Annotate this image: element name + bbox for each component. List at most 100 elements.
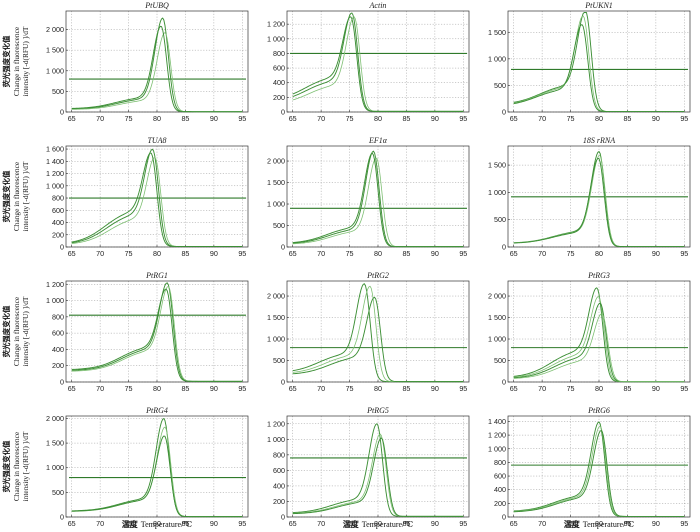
x-axis-label-en: Temperature/℃	[141, 520, 193, 529]
melt-curve	[292, 152, 464, 248]
y-tick-label: 1 500	[488, 28, 506, 37]
y-axis-label-line: 荧光强度变化值	[2, 440, 11, 492]
melt-curve	[71, 152, 243, 247]
melt-curve	[513, 15, 685, 112]
x-tick-label: 65	[68, 384, 76, 393]
chart-panel: 65 70 75 80 85 90 95 0 500 1 000 1 500 2 000 PtRG3	[488, 271, 691, 393]
melt-curve	[513, 157, 685, 248]
x-tick-label: 70	[538, 519, 546, 528]
y-tick-label: 1 500	[488, 313, 506, 322]
y-tick-label: 500	[494, 81, 506, 90]
y-tick-label: 500	[273, 221, 285, 230]
y-tick-label: 0	[502, 108, 506, 117]
x-tick-label: 80	[595, 384, 603, 393]
panel-title: PtRG3	[587, 271, 610, 280]
y-tick-label: 800	[494, 458, 506, 467]
y-tick-label: 1 000	[267, 34, 285, 43]
x-axis-label: 温度 Temperature/℃	[343, 519, 414, 529]
y-tick-label: 200	[273, 497, 285, 506]
y-tick-label: 800	[273, 49, 285, 58]
panel-title: 18S rRNA	[583, 136, 615, 145]
chart-panel: 65 70 75 80 85 90 95 0 200 400 600 800 1 000 1 200 Act…	[267, 1, 470, 123]
y-axis-label: 荧光强度变化值 Change in fluorescence intensity […	[2, 431, 30, 501]
y-axis-label: 荧光强度变化值 Change in fluorescence intensity […	[2, 26, 30, 96]
y-tick-label: 1 400	[46, 157, 64, 166]
y-tick-label: 1 000	[267, 335, 285, 344]
y-tick-label: 1 000	[488, 188, 506, 197]
y-tick-label: 1 000	[46, 463, 64, 472]
x-tick-label: 90	[652, 249, 660, 258]
y-tick-label: 2 000	[46, 414, 64, 423]
y-tick-label: 1 600	[46, 145, 64, 154]
x-tick-label: 70	[317, 384, 325, 393]
y-axis-label-line: Change in fluorescence	[12, 161, 21, 231]
panel-title: PtRG1	[145, 271, 168, 280]
y-axis-label-line: 荧光强度变化值	[2, 305, 11, 357]
x-tick-label: 90	[431, 249, 439, 258]
x-tick-label: 65	[510, 519, 518, 528]
y-tick-label: 0	[281, 378, 285, 387]
x-tick-label: 65	[68, 519, 76, 528]
y-tick-label: 600	[52, 329, 64, 338]
x-tick-label: 70	[96, 384, 104, 393]
y-tick-label: 1 000	[46, 66, 64, 75]
x-tick-label: 80	[374, 519, 382, 528]
y-tick-label: 600	[273, 64, 285, 73]
y-tick-label: 600	[494, 472, 506, 481]
y-tick-label: 0	[281, 513, 285, 522]
y-tick-label: 2 000	[267, 157, 285, 166]
y-axis-label-line: intensity [-d(RFU) ]/dT	[21, 161, 30, 231]
x-tick-label: 65	[68, 249, 76, 258]
chart-panel: 65 70 75 80 85 90 95 0 500 1 000 1 500 18S rRNA	[488, 136, 691, 258]
y-tick-label: 1 400	[488, 417, 506, 426]
x-tick-label: 75	[125, 519, 133, 528]
chart-panel: 65 70 75 80 85 90 95 0 200 400 600 800 1 000 1 200 1 4…	[488, 406, 691, 528]
x-tick-label: 95	[459, 249, 467, 258]
y-tick-label: 600	[52, 206, 64, 215]
panel-title: Actin	[369, 1, 387, 10]
x-tick-label: 75	[125, 384, 133, 393]
melt-curve	[513, 313, 685, 383]
x-tick-label: 95	[459, 114, 467, 123]
x-tick-label: 75	[346, 249, 354, 258]
x-tick-label: 85	[402, 249, 410, 258]
melt-curve	[71, 435, 243, 518]
x-axis-label: 温度 Temperature/℃	[564, 519, 635, 529]
x-tick-label: 80	[153, 519, 161, 528]
x-tick-label: 65	[289, 384, 297, 393]
x-tick-label: 65	[289, 519, 297, 528]
y-tick-label: 0	[60, 243, 64, 252]
y-tick-label: 800	[273, 450, 285, 459]
y-axis-label: 荧光强度变化值 Change in fluorescence intensity […	[2, 296, 30, 366]
x-axis-label-text: 温度 Temperature/℃	[564, 519, 635, 529]
y-tick-label: 0	[60, 378, 64, 387]
x-tick-label: 95	[680, 114, 688, 123]
x-axis-label-text: 温度 Temperature/℃	[343, 519, 414, 529]
melt-curve	[292, 285, 464, 383]
y-tick-label: 1 200	[46, 280, 64, 289]
y-axis-label-line: intensity [-d(RFU) ]/dT	[21, 431, 30, 501]
x-tick-label: 95	[238, 384, 246, 393]
y-tick-label: 800	[52, 312, 64, 321]
y-tick-label: 0	[60, 513, 64, 522]
x-tick-label: 90	[652, 384, 660, 393]
x-axis-label-cn: 温度	[122, 519, 139, 529]
x-tick-label: 70	[538, 384, 546, 393]
x-tick-label: 90	[210, 249, 218, 258]
x-tick-label: 95	[680, 249, 688, 258]
x-tick-label: 85	[181, 519, 189, 528]
panel-title: EF1α	[368, 136, 388, 145]
panel-title: PtRG4	[145, 406, 168, 415]
panel-title: PtUBQ	[144, 1, 169, 10]
panel-title: PtRG5	[366, 406, 389, 415]
x-tick-label: 95	[459, 384, 467, 393]
y-tick-label: 1 200	[267, 20, 285, 29]
x-tick-label: 85	[623, 384, 631, 393]
chart-panel: 65 70 75 80 85 90 95 0 200 400 600 800 1 000 1 200 PtR…	[46, 271, 249, 393]
x-tick-label: 75	[567, 114, 575, 123]
y-axis-label-line: Change in fluorescence	[12, 296, 21, 366]
panel-title: PtUKN1	[584, 1, 613, 10]
x-tick-label: 80	[153, 114, 161, 123]
y-tick-label: 1 000	[488, 54, 506, 63]
